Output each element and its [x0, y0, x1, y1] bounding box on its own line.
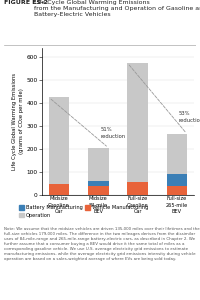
Bar — [49, 98, 69, 184]
Bar — [127, 63, 148, 182]
Text: 53%
reduction: 53% reduction — [179, 111, 200, 123]
Bar — [167, 186, 187, 195]
Bar — [88, 181, 109, 186]
Text: Life Cycle Global Warming Emissions
from the Manufacturing and Operation of Gaso: Life Cycle Global Warming Emissions from… — [34, 0, 200, 16]
Bar — [167, 134, 187, 174]
Bar — [88, 148, 109, 181]
Bar — [127, 182, 148, 195]
Bar — [88, 186, 109, 195]
Text: Note: We assume that the midsize vehicles are driven 135,000 miles over their li: Note: We assume that the midsize vehicle… — [4, 226, 200, 261]
Bar — [167, 174, 187, 186]
Text: FIGURE ES-2: FIGURE ES-2 — [4, 0, 52, 5]
Legend: Battery Manufacturing, Operation, Vehicle Manufacturing: Battery Manufacturing, Operation, Vehicl… — [18, 205, 148, 218]
Text: 51%
reduction: 51% reduction — [100, 127, 125, 139]
Y-axis label: Life Cycle Global Warming Emissions
(grams of CO₂e per mile): Life Cycle Global Warming Emissions (gra… — [12, 73, 24, 170]
Bar — [49, 184, 69, 195]
